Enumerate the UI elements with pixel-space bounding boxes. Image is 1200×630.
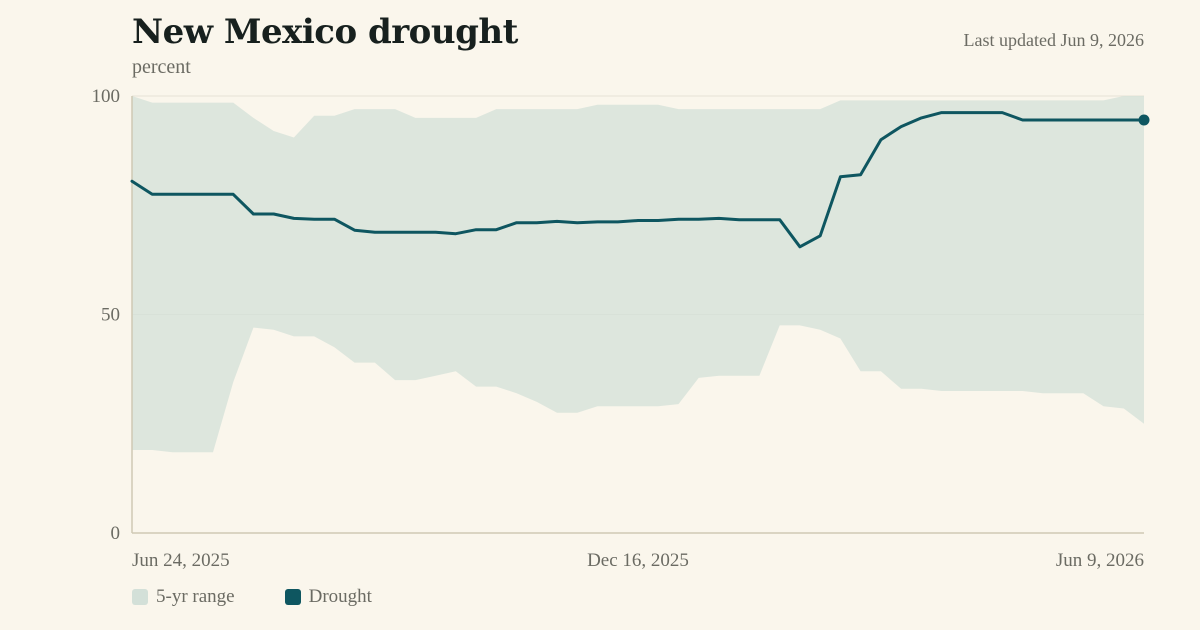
drought-line [130,111,1146,249]
chart-title: New Mexico drought [132,12,518,52]
legend-label-drought: Drought [308,586,372,607]
chart-subtitle: percent [132,56,191,78]
x-tick-label-1: Dec 16, 2025 [587,550,689,571]
x-tick-label-0: Jun 24, 2025 [132,550,230,571]
y-tick-label-100: 100 [92,86,121,107]
drought-latest-point [1138,114,1150,126]
legend-swatch-range [132,589,148,605]
y-tick-label-50: 50 [101,305,120,326]
axes [131,96,1144,534]
legend-item-range: 5-yr range [132,586,235,608]
x-tick-label-2: Jun 9, 2026 [1056,550,1144,571]
tick-labels: 0 50 100 Jun 24, 2025 Dec 16, 2025 Jun 9, 202… [92,86,1145,571]
drought-line-group [130,111,1150,249]
legend-item-drought: Drought [284,586,372,608]
range-area-group [132,96,1144,453]
legend-label-range: 5-yr range [156,586,235,607]
y-tick-label-0: 0 [111,523,121,544]
last-updated-label: Last updated Jun 9, 2026 [963,30,1144,50]
range-band [132,96,1144,453]
legend: 5-yr range Drought [132,586,422,608]
legend-swatch-drought [284,589,301,605]
